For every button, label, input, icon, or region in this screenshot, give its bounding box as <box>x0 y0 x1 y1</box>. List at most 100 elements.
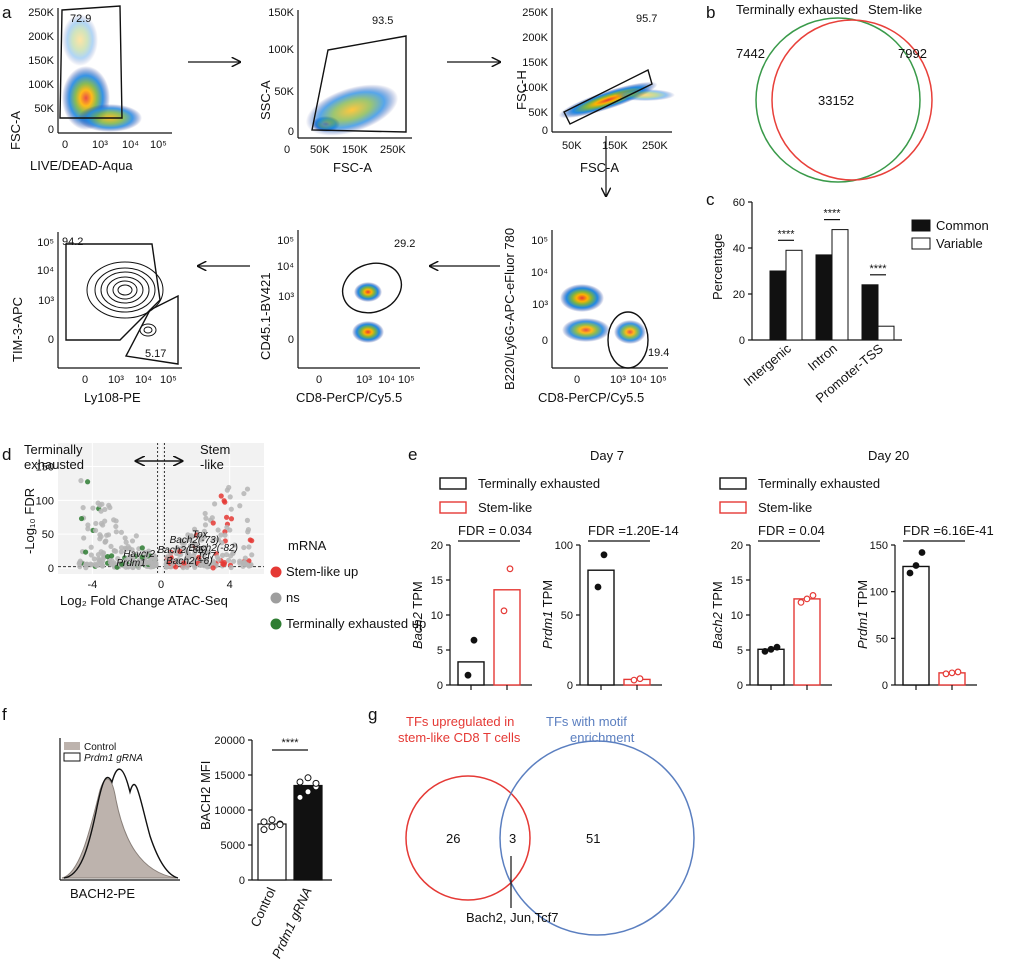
data-point <box>81 535 87 541</box>
y-tick-label: 150 <box>36 462 54 474</box>
gate-value-bottom: 5.17 <box>145 348 166 360</box>
bar <box>757 648 785 686</box>
data-point <box>230 549 237 555</box>
y-tick-label: 10 <box>731 610 743 622</box>
legend-swatch <box>911 219 931 232</box>
x-axis-label: CD8-PerCP/Cy5.5 <box>538 390 644 405</box>
ytick: 10³ <box>278 291 294 303</box>
legend-swatch <box>439 501 467 514</box>
significance-label: **** <box>777 228 795 240</box>
data-point <box>176 557 182 563</box>
data-point <box>139 554 145 560</box>
xtick: 50K <box>310 144 330 156</box>
y-axis-label: FSC-H <box>514 70 529 110</box>
y-tick-label: 20 <box>733 289 745 301</box>
bar <box>769 270 787 341</box>
data-point <box>95 551 102 558</box>
data-point <box>226 557 232 563</box>
data-point <box>767 645 775 653</box>
histogram-f: Control Prdm1 gRNA BACH2-PE <box>59 738 180 901</box>
bar <box>587 569 615 686</box>
category-label: Control <box>247 885 278 929</box>
xtick: 0 <box>62 139 68 151</box>
venn-right-title-1: TFs with motif <box>546 714 627 729</box>
y-tick-label: 0 <box>48 563 54 575</box>
fdr-label: FDR = 0.04 <box>758 523 825 538</box>
day-title: Day 20 <box>868 448 909 463</box>
data-point <box>191 540 197 546</box>
data-point <box>122 535 128 541</box>
xtick: 0 <box>574 374 580 386</box>
data-point <box>773 643 781 651</box>
panel-label-c: c <box>706 190 715 209</box>
significance-label: **** <box>869 263 887 275</box>
y-axis-label: Prdm1 TPM <box>540 580 555 649</box>
x-axis-label: Ly108-PE <box>84 390 141 405</box>
legend-label-control: Control <box>84 742 116 753</box>
data-point <box>103 538 109 544</box>
venn-b: Terminally exhausted Stem-like 7442 7992… <box>736 2 933 183</box>
data-point <box>80 505 86 511</box>
xtick: 10⁵ <box>160 374 177 386</box>
ytick: 150K <box>268 7 294 19</box>
gate-value: 29.2 <box>394 238 415 250</box>
y-axis-label: Prdm1 TPM <box>855 580 870 649</box>
x-axis-label: FSC-A <box>580 160 619 175</box>
y-tick-label: 20 <box>731 540 743 552</box>
data-point <box>245 527 252 533</box>
y-tick-label: 0 <box>739 335 745 347</box>
y-tick-label: 15 <box>731 575 743 587</box>
data-point <box>179 538 185 544</box>
y-axis-label: FSC-A <box>8 111 23 150</box>
venn-right-title: Stem-like <box>868 2 922 17</box>
x-tick-label: 4 <box>227 579 233 591</box>
direction-right: -like <box>200 457 224 472</box>
data-point <box>95 500 101 506</box>
data-point <box>312 779 320 787</box>
x-axis-label: FSC-A <box>333 160 372 175</box>
venn-overlap-count: 33152 <box>818 93 854 108</box>
xtick: 150K <box>602 140 628 152</box>
data-point <box>98 533 104 540</box>
annotation-label: Tcf7 <box>197 551 216 562</box>
panel-label-g: g <box>368 705 377 724</box>
ytick: 0 <box>48 124 54 136</box>
data-point <box>164 554 170 560</box>
legend-label: Stem-like <box>758 500 812 515</box>
y-axis-label: Percentage <box>710 234 725 301</box>
y-tick-label: 150 <box>870 540 888 552</box>
panel-label-a: a <box>2 3 12 22</box>
venn-right-count: 7992 <box>898 46 927 61</box>
venn-left-title-1: TFs upregulated in <box>406 714 514 729</box>
venn-left-title-2: stem-like CD8 T cells <box>398 730 521 745</box>
data-point <box>268 816 276 824</box>
data-point <box>190 559 196 565</box>
data-point <box>108 543 114 550</box>
data-point <box>912 562 920 569</box>
data-point <box>104 553 111 560</box>
data-point <box>98 508 104 514</box>
data-point <box>220 561 226 567</box>
venn-circle-left <box>755 17 921 183</box>
data-point <box>215 556 222 562</box>
data-point <box>244 517 250 523</box>
panel-label-b: b <box>706 3 715 22</box>
ytick: 10⁴ <box>37 265 54 277</box>
bar <box>861 284 879 341</box>
panel-label-f: f <box>2 705 7 724</box>
data-point <box>133 533 139 539</box>
y-axis-label: SSC-A <box>258 80 273 120</box>
x-tick-label: -4 <box>87 579 97 591</box>
data-point <box>230 558 237 564</box>
data-point <box>148 559 154 565</box>
data-point <box>296 778 304 786</box>
data-point <box>183 547 189 553</box>
legend-swatch <box>270 566 282 578</box>
ytick: 10⁵ <box>277 235 294 247</box>
xtick: 10³ <box>92 139 108 151</box>
data-point <box>94 562 101 568</box>
data-point <box>78 515 85 522</box>
significance-label: **** <box>823 208 841 220</box>
y-tick-label: 100 <box>870 587 888 599</box>
data-point <box>260 826 268 834</box>
